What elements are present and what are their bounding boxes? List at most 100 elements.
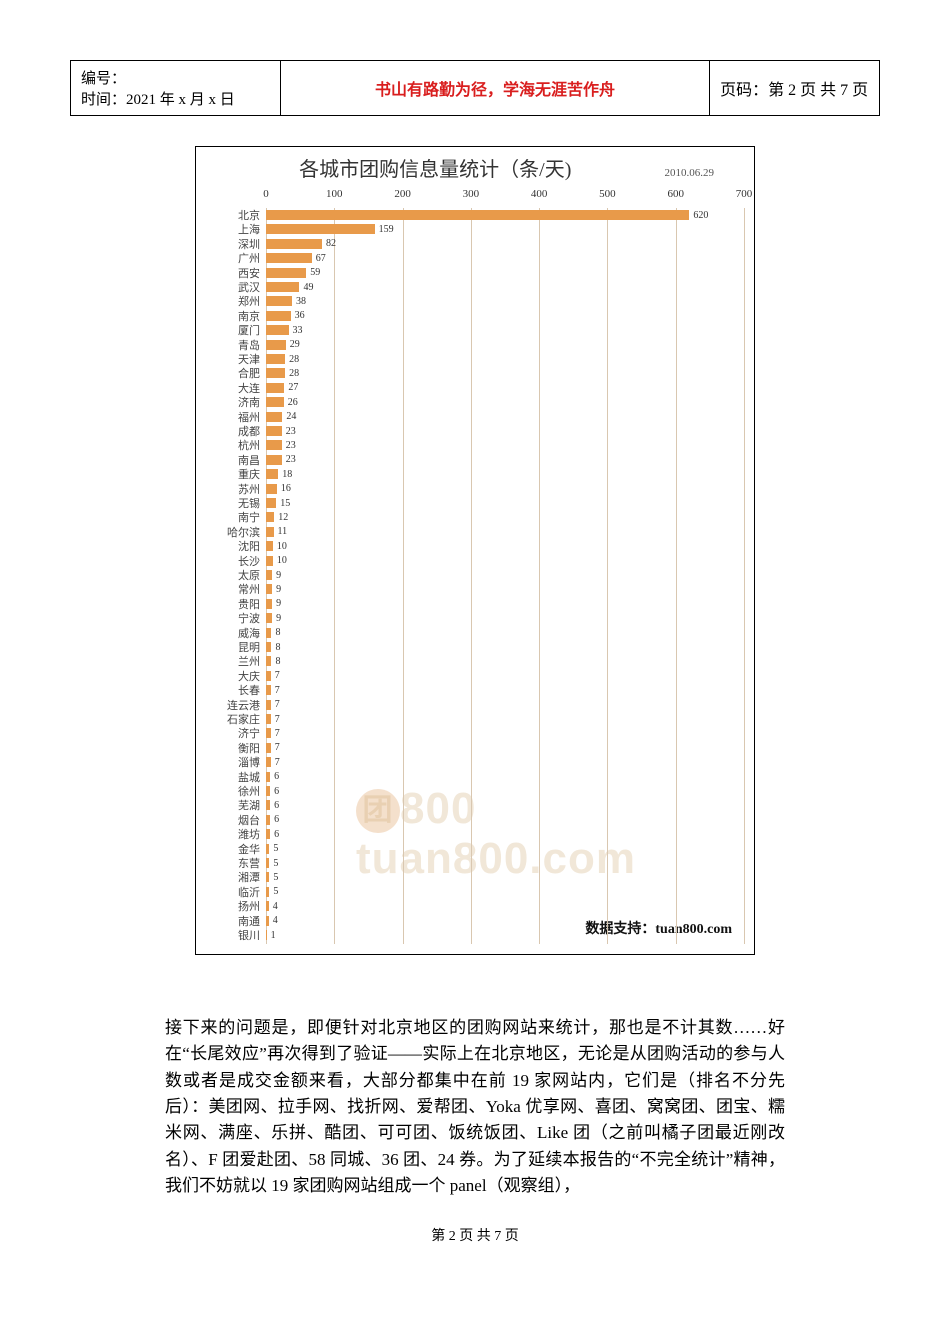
chart-bar-value: 38 [292, 296, 306, 307]
chart-row: 青岛29 [266, 338, 744, 352]
chart-row: 石家庄7 [266, 712, 744, 726]
chart-bar [266, 512, 274, 522]
chart-xtick: 0 [263, 188, 269, 200]
chart-bar-value: 9 [272, 613, 281, 624]
chart-row: 昆明8 [266, 640, 744, 654]
chart-bar [266, 556, 273, 566]
body-paragraph: 接下来的问题是，即便针对北京地区的团购网站来统计，那也是不计其数……好在“长尾效… [165, 1015, 785, 1199]
chart-bar-value: 8 [271, 627, 280, 638]
chart-bar-value: 4 [269, 915, 278, 926]
chart-bar-value: 26 [284, 397, 298, 408]
chart-row: 北京620 [266, 208, 744, 222]
chart-row: 威海8 [266, 626, 744, 640]
chart-plot: 团800 tuan800.com 数据支持：tuan800.com 010020… [266, 208, 744, 944]
chart-bar-value: 5 [269, 872, 278, 883]
chart-row: 大连27 [266, 381, 744, 395]
chart-bar [266, 224, 375, 234]
chart-bar [266, 239, 322, 249]
chart-bar-value: 5 [269, 858, 278, 869]
chart-bar-value: 23 [282, 426, 296, 437]
chart-bar-value: 36 [291, 310, 305, 321]
chart-row: 东营5 [266, 856, 744, 870]
chart-row: 银川1 [266, 928, 744, 942]
chart-row: 长沙10 [266, 554, 744, 568]
chart-bar [266, 397, 284, 407]
chart-row: 武汉49 [266, 280, 744, 294]
chart-row: 芜湖6 [266, 798, 744, 812]
chart-xtick: 600 [667, 188, 684, 200]
chart-date: 2010.06.29 [665, 167, 745, 179]
chart-bar-value: 29 [286, 339, 300, 350]
chart-bar-value: 8 [271, 642, 280, 653]
chart-bar-value: 5 [269, 886, 278, 897]
chart-bar [266, 527, 274, 537]
chart-row: 烟台6 [266, 813, 744, 827]
chart-row: 苏州16 [266, 482, 744, 496]
document-page: 编号： 时间：2021 年 x 月 x 日 书山有路勤为径，学海无涯苦作舟 页码… [0, 0, 950, 1344]
chart-bar-value: 10 [273, 541, 287, 552]
chart-bar-value: 6 [270, 814, 279, 825]
chart-bar [266, 469, 278, 479]
chart-row: 济南26 [266, 395, 744, 409]
chart-bar [266, 340, 286, 350]
chart-bar-value: 1 [267, 930, 276, 941]
chart-bar-value: 7 [271, 670, 280, 681]
chart-bar-value: 15 [276, 498, 290, 509]
chart-row: 深圳82 [266, 237, 744, 251]
chart-bar-value: 28 [285, 368, 299, 379]
chart-row: 成都23 [266, 424, 744, 438]
chart-row: 兰州8 [266, 654, 744, 668]
chart-bar-value: 9 [272, 584, 281, 595]
chart-bar-value: 6 [270, 771, 279, 782]
chart-row: 贵阳9 [266, 597, 744, 611]
chart-row: 无锡15 [266, 496, 744, 510]
chart-row-label: 银川 [202, 927, 266, 943]
chart-row: 连云港7 [266, 698, 744, 712]
chart-row: 淄博7 [266, 755, 744, 769]
chart-row: 重庆18 [266, 467, 744, 481]
chart-bar-value: 10 [273, 555, 287, 566]
chart-bar-value: 7 [271, 699, 280, 710]
chart-row: 西安59 [266, 266, 744, 280]
chart-row: 福州24 [266, 410, 744, 424]
chart-bar-value: 7 [271, 714, 280, 725]
chart-bar-value: 620 [689, 210, 708, 221]
chart-row: 徐州6 [266, 784, 744, 798]
chart-xtick: 500 [599, 188, 616, 200]
chart-row: 潍坊6 [266, 827, 744, 841]
chart-row: 上海159 [266, 222, 744, 236]
chart-bar-value: 23 [282, 440, 296, 451]
chart-bar-value: 16 [277, 483, 291, 494]
chart-bar-value: 6 [270, 829, 279, 840]
doc-number-label: 编号： [81, 67, 270, 88]
chart-row: 哈尔滨11 [266, 525, 744, 539]
chart-bar-value: 67 [312, 253, 326, 264]
chart-bar-value: 6 [270, 786, 279, 797]
chart-bar-value: 8 [271, 656, 280, 667]
chart-title-row: 各城市团购信息量统计（条/天) 2010.06.29 [196, 147, 754, 184]
chart-row: 南通4 [266, 914, 744, 928]
chart-bar-value: 7 [271, 742, 280, 753]
chart-row: 临沂5 [266, 885, 744, 899]
chart-row: 厦门33 [266, 323, 744, 337]
chart-bar-value: 9 [272, 570, 281, 581]
chart-bar-value: 59 [306, 267, 320, 278]
chart-xtick: 200 [394, 188, 411, 200]
chart-bar-value: 159 [375, 224, 394, 235]
chart-bar [266, 484, 277, 494]
chart-row: 沈阳10 [266, 539, 744, 553]
chart-bar [266, 354, 285, 364]
chart-bar [266, 498, 276, 508]
chart-bar [266, 541, 273, 551]
doc-date-label: 时间：2021 年 x 月 x 日 [81, 88, 270, 109]
chart-bar [266, 440, 282, 450]
chart-bar [266, 253, 312, 263]
chart-row: 太原9 [266, 568, 744, 582]
chart-title: 各城市团购信息量统计（条/天) [206, 153, 665, 182]
chart-area: 团800 tuan800.com 数据支持：tuan800.com 010020… [196, 184, 754, 954]
chart-bar [266, 412, 282, 422]
chart-bar-value: 23 [282, 454, 296, 465]
chart-bar-value: 82 [322, 238, 336, 249]
header-page-code: 页码：第 2 页 共 7 页 [710, 61, 880, 116]
chart-bar [266, 455, 282, 465]
